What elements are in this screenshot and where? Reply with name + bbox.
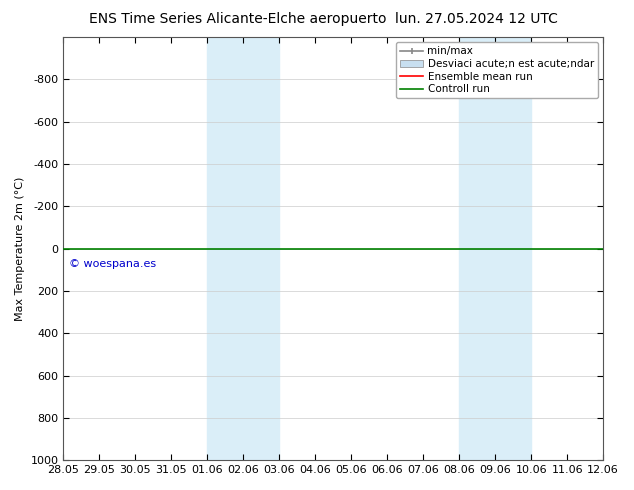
Bar (495, 37, 531, 460)
Bar (243, 37, 280, 460)
Bar (207, 37, 243, 460)
Y-axis label: Max Temperature 2m (°C): Max Temperature 2m (°C) (15, 176, 25, 321)
Legend: min/max, Desviaci acute;n est acute;ndar, Ensemble mean run, Controll run: min/max, Desviaci acute;n est acute;ndar… (396, 42, 598, 98)
Bar (459, 37, 495, 460)
Text: © woespana.es: © woespana.es (69, 259, 156, 269)
Text: ENS Time Series Alicante-Elche aeropuerto: ENS Time Series Alicante-Elche aeropuert… (89, 12, 386, 26)
Text: lun. 27.05.2024 12 UTC: lun. 27.05.2024 12 UTC (395, 12, 558, 26)
